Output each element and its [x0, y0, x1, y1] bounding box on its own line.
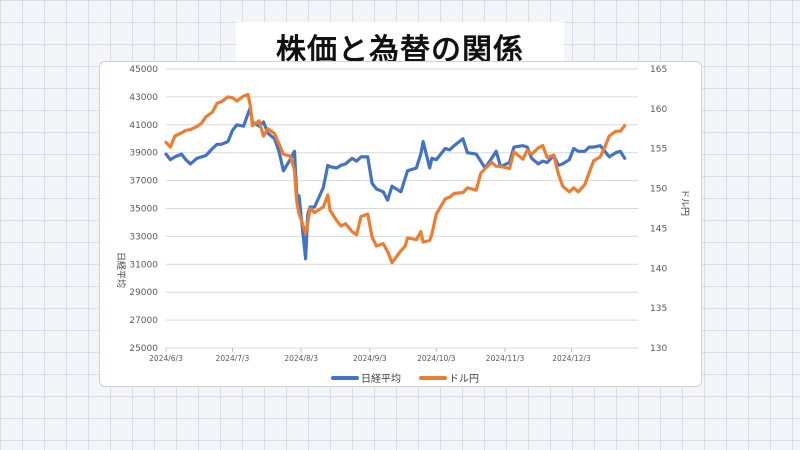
usdjpy-line [164, 92, 627, 265]
left-tick-label: 43000 [129, 93, 158, 103]
right-axis-ticks: 130 135 140 145 150 155 160 165 [650, 65, 667, 354]
right-tick-label: 130 [650, 344, 667, 354]
left-tick-label: 39000 [129, 149, 158, 159]
left-axis-label: 日経平均 [115, 252, 127, 288]
line-chart: 25000 27000 29000 31000 33000 35000 37000 39000… [115, 65, 690, 385]
x-tick-label: 2024/10/3 [417, 354, 456, 363]
legend: 日経平均 ドル円 [331, 372, 479, 385]
x-tick-label: 2024/11/3 [486, 354, 525, 363]
chart-area: 25000 27000 29000 31000 33000 35000 37000 39000… [99, 61, 702, 387]
right-axis-label: ドル円 [679, 189, 690, 216]
series-lines [164, 92, 627, 265]
right-tick-label: 160 [650, 105, 667, 115]
right-tick-label: 165 [650, 65, 667, 75]
right-tick-label: 135 [650, 304, 667, 314]
right-tick-label: 140 [650, 264, 667, 274]
left-axis-ticks: 25000 27000 29000 31000 33000 35000 37000 39000… [129, 65, 158, 354]
x-tick-label: 2024/6/3 [149, 354, 183, 363]
legend-label: ドル円 [449, 374, 479, 385]
x-tick-label: 2024/9/3 [353, 354, 387, 363]
x-axis-ticks: 2024/6/3 2024/7/3 2024/8/3 2024/9/3 2024/10/… [149, 348, 591, 363]
left-tick-label: 31000 [129, 260, 158, 270]
x-tick-label: 2024/7/3 [216, 354, 250, 363]
legend-label: 日経平均 [361, 372, 401, 385]
left-tick-label: 29000 [129, 288, 158, 298]
gridlines [166, 68, 638, 349]
left-tick-label: 25000 [129, 344, 158, 354]
x-tick-label: 2024/12/3 [552, 354, 591, 363]
left-tick-label: 35000 [129, 205, 158, 215]
right-tick-label: 150 [650, 185, 667, 195]
right-tick-label: 155 [650, 145, 667, 155]
nikkei-line [164, 106, 627, 261]
left-tick-label: 45000 [129, 65, 158, 75]
right-tick-label: 145 [650, 224, 667, 234]
left-tick-label: 37000 [129, 177, 158, 187]
x-tick-label: 2024/8/3 [284, 354, 318, 363]
left-tick-label: 27000 [129, 316, 158, 326]
left-tick-label: 33000 [129, 232, 158, 242]
left-tick-label: 41000 [129, 121, 158, 131]
